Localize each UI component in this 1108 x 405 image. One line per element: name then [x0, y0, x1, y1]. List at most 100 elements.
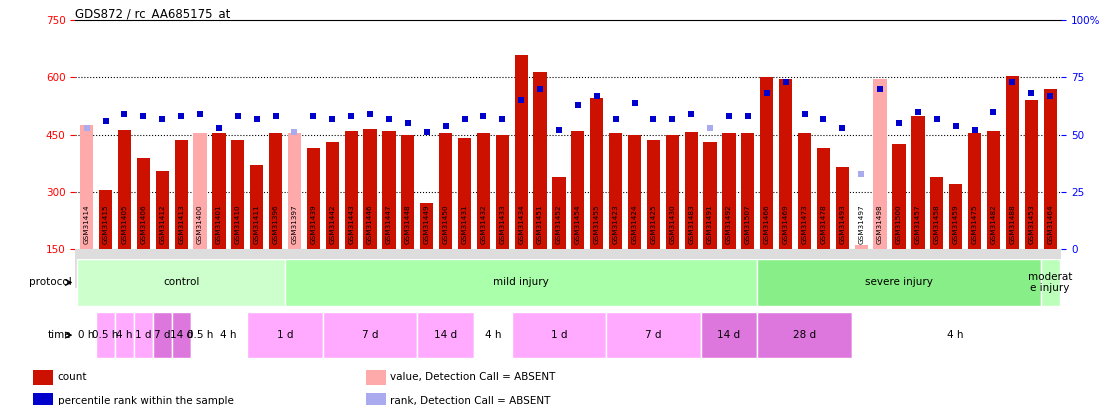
Bar: [247, 312, 322, 358]
Bar: [476, 133, 490, 249]
Bar: [704, 142, 717, 249]
Text: value, Detection Call = ABSENT: value, Detection Call = ABSENT: [390, 372, 555, 382]
Bar: [474, 312, 512, 358]
Text: 1 d: 1 d: [277, 330, 294, 340]
Text: percentile rank within the sample: percentile rank within the sample: [58, 396, 234, 405]
Text: 0 h: 0 h: [79, 330, 95, 340]
Text: 7 d: 7 d: [154, 330, 171, 340]
Bar: [33, 393, 53, 405]
Bar: [987, 131, 1001, 249]
Bar: [326, 142, 339, 249]
Bar: [873, 79, 886, 249]
Bar: [153, 312, 172, 358]
Text: 4 h: 4 h: [947, 330, 964, 340]
Bar: [213, 133, 226, 249]
Bar: [366, 370, 386, 385]
Bar: [1006, 76, 1019, 249]
Bar: [700, 312, 757, 358]
Bar: [96, 312, 115, 358]
Bar: [80, 125, 93, 249]
Bar: [99, 190, 112, 249]
Text: 1 d: 1 d: [551, 330, 567, 340]
Bar: [512, 312, 606, 358]
Text: 28 d: 28 d: [793, 330, 817, 340]
Bar: [288, 133, 301, 249]
Bar: [115, 312, 134, 358]
Bar: [968, 133, 982, 249]
Bar: [117, 130, 131, 249]
Text: rank, Detection Call = ABSENT: rank, Detection Call = ABSENT: [390, 396, 551, 405]
Bar: [194, 133, 206, 249]
Bar: [366, 393, 386, 405]
Bar: [155, 171, 168, 249]
Text: control: control: [163, 277, 199, 288]
Bar: [835, 167, 849, 249]
Bar: [553, 177, 565, 249]
Bar: [285, 259, 757, 306]
Bar: [1044, 89, 1057, 249]
Text: 4 h: 4 h: [116, 330, 133, 340]
Text: protocol: protocol: [29, 277, 72, 288]
Bar: [382, 131, 396, 249]
Text: 4 h: 4 h: [484, 330, 501, 340]
Bar: [591, 98, 604, 249]
Bar: [757, 259, 1040, 306]
Bar: [232, 141, 245, 249]
Bar: [345, 131, 358, 249]
Text: 4 h: 4 h: [220, 330, 237, 340]
Bar: [33, 370, 53, 385]
Bar: [892, 144, 905, 249]
Bar: [533, 72, 546, 249]
Bar: [741, 133, 755, 249]
Text: 0.5 h: 0.5 h: [92, 330, 119, 340]
Bar: [779, 79, 792, 249]
Bar: [760, 77, 773, 249]
Text: 1 d: 1 d: [135, 330, 152, 340]
Bar: [209, 312, 247, 358]
Bar: [572, 131, 584, 249]
Bar: [418, 312, 474, 358]
Text: 7 d: 7 d: [645, 330, 661, 340]
Text: count: count: [58, 372, 88, 382]
Bar: [78, 259, 285, 306]
Bar: [269, 133, 283, 249]
Bar: [191, 312, 209, 358]
Text: 14 d: 14 d: [717, 330, 740, 340]
Bar: [172, 312, 191, 358]
Bar: [78, 312, 96, 358]
Bar: [322, 312, 418, 358]
Bar: [722, 133, 736, 249]
Bar: [439, 133, 452, 249]
Text: 7 d: 7 d: [362, 330, 378, 340]
Text: GDS872 / rc_AA685175_at: GDS872 / rc_AA685175_at: [75, 7, 230, 20]
Bar: [606, 312, 700, 358]
Bar: [798, 133, 811, 249]
Bar: [666, 135, 679, 249]
Bar: [757, 312, 852, 358]
Bar: [1040, 259, 1059, 306]
Bar: [134, 312, 153, 358]
Bar: [401, 134, 414, 249]
Bar: [420, 203, 433, 249]
Bar: [854, 245, 868, 249]
Bar: [175, 141, 187, 249]
Bar: [931, 177, 943, 249]
Bar: [1025, 100, 1038, 249]
Text: time: time: [48, 330, 72, 340]
Text: 14 d: 14 d: [434, 330, 458, 340]
Text: 0.5 h: 0.5 h: [187, 330, 213, 340]
Bar: [514, 55, 527, 249]
Bar: [911, 115, 924, 249]
Bar: [363, 129, 377, 249]
Bar: [817, 148, 830, 249]
Bar: [647, 141, 660, 249]
Bar: [495, 134, 509, 249]
Bar: [609, 133, 623, 249]
Bar: [685, 132, 698, 249]
Bar: [458, 139, 471, 249]
Bar: [136, 158, 150, 249]
Text: mild injury: mild injury: [493, 277, 550, 288]
Text: severe injury: severe injury: [865, 277, 933, 288]
Text: 14 d: 14 d: [170, 330, 193, 340]
Bar: [852, 312, 1059, 358]
